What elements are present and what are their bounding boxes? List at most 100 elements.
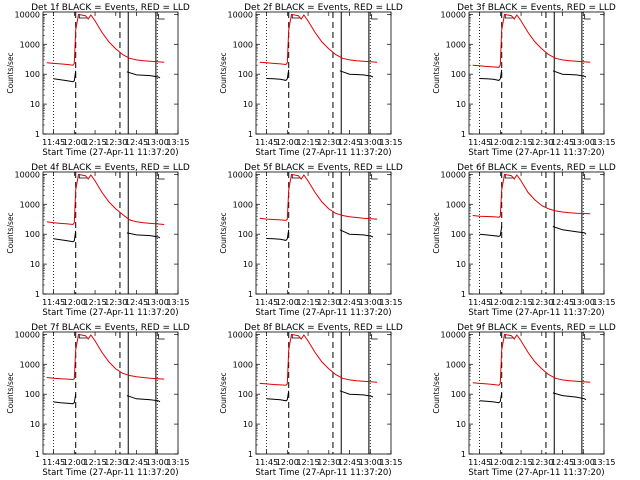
y-tick-label: 10000: [15, 170, 40, 179]
saa-marker: [584, 174, 591, 180]
attenuator-marker: [291, 14, 300, 19]
attenuator-marker: [78, 14, 87, 19]
x-axis-title: Start Time (27-Apr-11 11:37:20): [42, 148, 178, 158]
x-tick-label: 13:15: [379, 298, 402, 307]
x-tick-label: 12:45: [551, 138, 574, 147]
x-tick-label: 12:30: [530, 138, 553, 147]
x-tick-label: 12:15: [297, 298, 320, 307]
x-tick-label: 12:45: [551, 298, 574, 307]
y-axis-title: Counts/sec: [432, 212, 441, 253]
x-tick-label: 13:00: [572, 138, 595, 147]
x-tick-label: 12:45: [338, 298, 361, 307]
y-tick-label: 100: [25, 390, 40, 399]
plot-frame: [255, 11, 392, 135]
y-tick-label: 1: [461, 290, 466, 299]
y-tick-label: 1000: [233, 40, 253, 49]
events-series-line: [266, 69, 374, 81]
x-tick-label: 12:00: [63, 458, 86, 467]
x-tick-label: 12:45: [125, 458, 148, 467]
saa-marker: [584, 334, 591, 340]
y-tick-label: 1: [35, 450, 40, 459]
x-tick-label: 12:15: [510, 138, 533, 147]
detector-panel-1: Det 1f BLACK = Events, RED = LLD 1 10 100 10…: [6, 3, 190, 158]
lld-series-line: [259, 173, 378, 221]
y-tick-label: 1000: [233, 200, 253, 209]
x-tick-label: 11:45: [42, 298, 65, 307]
lld-series-line: [46, 13, 165, 66]
x-tick-label: 12:15: [84, 298, 107, 307]
x-tick-label: 12:15: [84, 458, 107, 467]
lld-series-line: [259, 13, 378, 66]
y-tick-label: 100: [451, 70, 466, 79]
detector-panel-2: Det 2f BLACK = Events, RED = LLD 1 10 100 10…: [219, 3, 403, 158]
y-axis-title: Counts/sec: [219, 52, 228, 93]
y-tick-label: 10: [456, 260, 466, 269]
panel-title: Det 6f BLACK = Events, RED = LLD: [457, 163, 616, 173]
y-tick-label: 1000: [446, 360, 466, 369]
y-tick-label: 10: [243, 260, 253, 269]
y-tick-label: 10: [456, 100, 466, 109]
saa-marker: [371, 334, 378, 340]
events-series-line: [53, 70, 161, 83]
x-tick-label: 12:45: [125, 298, 148, 307]
y-tick-label: 1: [248, 290, 253, 299]
plot-frame: [255, 171, 392, 295]
x-tick-label: 11:45: [468, 138, 491, 147]
x-tick-label: 13:00: [359, 458, 382, 467]
y-tick-label: 10000: [15, 330, 40, 339]
lld-series-line: [46, 333, 165, 381]
plot-frame: [42, 11, 179, 135]
y-tick-label: 10000: [228, 330, 253, 339]
panel-title: Det 7f BLACK = Events, RED = LLD: [31, 323, 190, 333]
x-axis-title: Start Time (27-Apr-11 11:37:20): [255, 468, 391, 478]
detector-panel-9: Det 9f BLACK = Events, RED = LLD 1 10 100 10…: [432, 323, 616, 478]
detector-panel-8: Det 8f BLACK = Events, RED = LLD 1 10 100 10…: [219, 323, 403, 478]
y-tick-label: 10000: [441, 10, 466, 19]
x-tick-label: 12:00: [276, 458, 299, 467]
x-tick-label: 12:00: [276, 298, 299, 307]
x-tick-label: 13:15: [592, 138, 615, 147]
y-tick-label: 100: [25, 70, 40, 79]
detector-panel-6: Det 6f BLACK = Events, RED = LLD 1 10 100 10…: [432, 163, 616, 318]
x-axis-title: Start Time (27-Apr-11 11:37:20): [255, 148, 391, 158]
x-axis-title: Start Time (27-Apr-11 11:37:20): [42, 468, 178, 478]
x-tick-label: 12:45: [338, 138, 361, 147]
x-tick-label: 11:45: [468, 458, 491, 467]
lld-series-line: [472, 173, 591, 218]
saa-marker: [371, 174, 378, 180]
x-tick-label: 13:00: [146, 458, 169, 467]
y-tick-label: 1000: [446, 40, 466, 49]
x-tick-label: 12:45: [338, 458, 361, 467]
y-axis-title: Counts/sec: [6, 52, 15, 93]
x-tick-label: 12:45: [125, 138, 148, 147]
y-axis-title: Counts/sec: [6, 212, 15, 253]
x-tick-label: 12:30: [317, 458, 340, 467]
panel-title: Det 3f BLACK = Events, RED = LLD: [457, 3, 616, 13]
plot-frame: [42, 171, 179, 295]
y-tick-label: 10000: [15, 10, 40, 19]
events-series-line: [479, 226, 587, 237]
y-tick-label: 1: [35, 290, 40, 299]
y-tick-label: 100: [238, 390, 253, 399]
panel-title: Det 5f BLACK = Events, RED = LLD: [244, 163, 403, 173]
panel-title: Det 8f BLACK = Events, RED = LLD: [244, 323, 403, 333]
y-tick-label: 100: [25, 230, 40, 239]
y-tick-label: 100: [238, 230, 253, 239]
attenuator-marker: [78, 334, 87, 339]
y-tick-label: 10000: [228, 10, 253, 19]
y-tick-label: 100: [451, 230, 466, 239]
events-series-line: [266, 229, 374, 241]
y-axis-title: Counts/sec: [432, 372, 441, 413]
y-axis-title: Counts/sec: [219, 372, 228, 413]
y-tick-label: 100: [451, 390, 466, 399]
x-tick-label: 12:15: [84, 138, 107, 147]
panel-title: Det 2f BLACK = Events, RED = LLD: [244, 3, 403, 13]
y-tick-label: 10000: [441, 330, 466, 339]
lld-series-line: [46, 173, 165, 226]
detector-panel-7: Det 7f BLACK = Events, RED = LLD 1 10 100 10…: [6, 323, 190, 478]
x-tick-label: 11:45: [42, 138, 65, 147]
x-tick-label: 12:30: [530, 458, 553, 467]
panel-title: Det 9f BLACK = Events, RED = LLD: [457, 323, 616, 333]
x-tick-label: 13:00: [572, 458, 595, 467]
lld-series-line: [472, 333, 591, 386]
